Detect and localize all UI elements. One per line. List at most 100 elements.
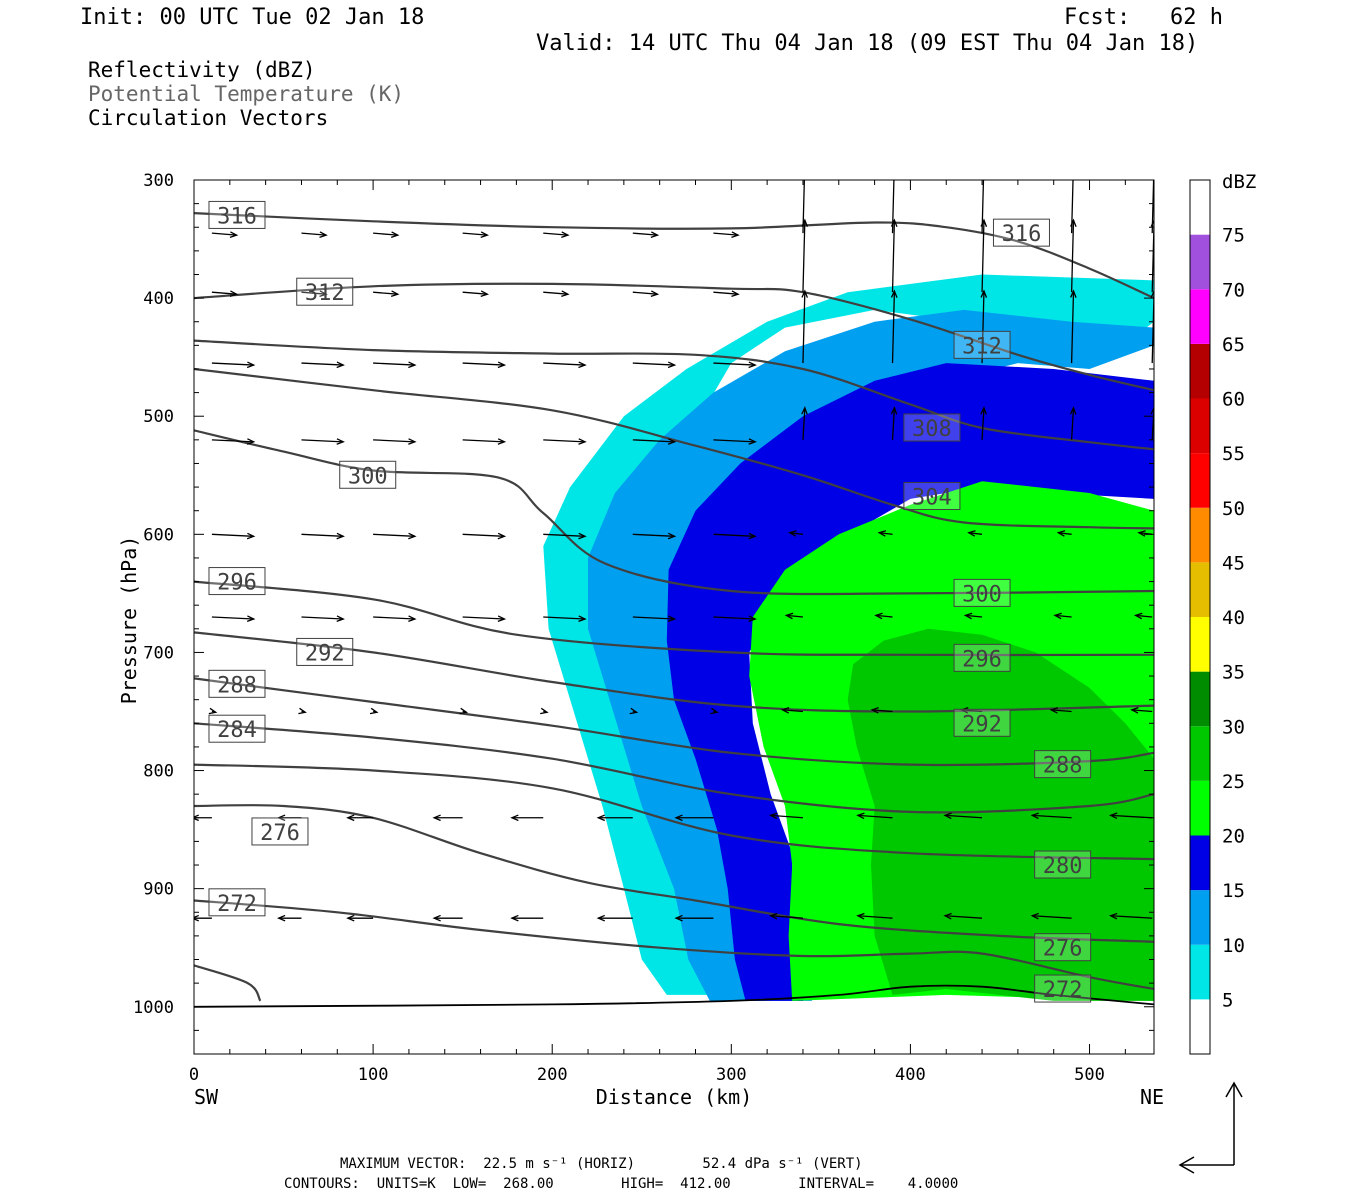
circulation-vector — [943, 812, 983, 820]
circulation-vector — [1070, 180, 1074, 234]
vector-shaft — [211, 291, 237, 295]
circulation-vector — [543, 290, 570, 298]
isentrope-label: 292 — [305, 641, 345, 666]
plot-frame — [193, 179, 1155, 1055]
vector-shaft — [944, 814, 983, 819]
circulation-vector — [870, 707, 893, 714]
colorbar-label: 35 — [1222, 662, 1245, 684]
circulation-vector — [713, 361, 757, 369]
vector-head — [801, 218, 809, 227]
vector-head — [561, 290, 570, 298]
vector-head — [578, 361, 587, 369]
circulation-vector — [373, 615, 417, 623]
vector-head — [510, 914, 519, 922]
isentrope-label-box — [1034, 933, 1092, 962]
colorbar-swatch-60 — [1190, 343, 1210, 399]
vector-shaft — [802, 407, 806, 440]
circulation-vector — [784, 612, 804, 620]
y-tick-label: 600 — [143, 525, 174, 545]
vector-shaft — [301, 616, 344, 620]
y-tick-label: 500 — [143, 407, 174, 427]
isentrope-label: 300 — [348, 464, 388, 489]
circulation-vector — [713, 231, 740, 238]
circulation-vector — [301, 438, 345, 445]
vector-head — [877, 530, 887, 537]
init-time: Init: 00 UTC Tue 02 Jan 18 — [80, 5, 425, 30]
circulation-vector — [890, 289, 898, 364]
vector-shaft — [802, 220, 806, 293]
vector-head — [768, 912, 778, 920]
vector-shaft — [1051, 709, 1072, 713]
circulation-vector — [890, 406, 898, 440]
colorbar-swatch-50 — [1190, 453, 1210, 508]
colorbar-label: 60 — [1222, 389, 1245, 411]
vector-shaft — [211, 439, 254, 443]
vector-head — [246, 532, 256, 540]
vector-head — [890, 406, 898, 415]
vector-head — [510, 814, 519, 822]
x-tick-label: 200 — [537, 1065, 568, 1085]
vector-head — [1137, 530, 1146, 537]
vector-head — [1030, 912, 1040, 920]
isentrope-label: 316 — [1002, 222, 1042, 247]
vector-head — [667, 615, 677, 623]
vector-shaft — [944, 915, 983, 919]
isentrope-label-box — [903, 482, 961, 511]
isentrope-label-box — [208, 200, 266, 229]
vector-shaft — [981, 291, 985, 364]
circulation-vector — [980, 406, 987, 440]
vector-head — [1049, 707, 1059, 714]
vector-head — [390, 290, 400, 298]
vector-head — [801, 289, 809, 298]
vector-shaft — [632, 362, 675, 366]
vector-shaft — [301, 291, 327, 295]
x-axis-title: Distance (km) — [596, 1085, 753, 1109]
circulation-vector — [1030, 812, 1072, 820]
vector-shaft — [462, 291, 488, 295]
vector-shaft — [968, 532, 983, 535]
legend-circulation-vectors: Circulation Vectors — [88, 106, 329, 130]
y-tick-label: 300 — [143, 171, 174, 191]
vector-shaft — [373, 232, 398, 236]
x-end-label-left: SW — [194, 1085, 219, 1109]
colorbar-label: 20 — [1222, 826, 1245, 848]
x-tick-label: 300 — [716, 1065, 747, 1085]
isentrope-316 — [194, 212, 1154, 300]
vector-shaft — [373, 439, 415, 443]
vector-head — [650, 231, 660, 238]
circulation-vector — [674, 814, 714, 822]
colorbar-swatch-40 — [1190, 562, 1210, 617]
isentrope-label-box — [953, 643, 1011, 672]
y-axis-title: Pressure (hPa) — [117, 536, 141, 705]
circulation-vector — [856, 812, 893, 820]
colorbar-swatch-5 — [1190, 944, 1210, 1000]
reflectivity-region-15dbz — [666, 363, 1154, 1001]
circulation-vector — [877, 530, 893, 537]
isentrope-label-box — [953, 330, 1011, 359]
vector-shaft — [632, 232, 658, 236]
vector-head — [497, 361, 507, 369]
circulation-vector — [780, 707, 804, 714]
vector-head — [298, 707, 307, 715]
vector-head — [1150, 218, 1154, 227]
circulation-vector — [980, 289, 988, 364]
circulation-vector — [211, 361, 256, 369]
circulation-vector — [369, 707, 379, 715]
circulation-vector — [301, 615, 345, 623]
circulation-vector — [856, 912, 893, 920]
colorbar-label: 55 — [1222, 443, 1245, 465]
vector-head — [596, 914, 605, 922]
colorbar-swatch-45 — [1190, 507, 1210, 563]
circulation-vector — [963, 612, 983, 620]
circulation-vector — [373, 438, 417, 445]
circulation-vector — [194, 914, 212, 922]
vector-head — [981, 161, 986, 168]
y-tick-label: 400 — [143, 289, 174, 309]
circulation-vector — [629, 707, 639, 715]
vector-shaft — [373, 291, 398, 295]
vector-shaft — [1070, 291, 1075, 364]
vector-shaft — [1032, 915, 1072, 919]
vector-head — [1069, 406, 1077, 415]
vector-shaft — [462, 439, 505, 443]
vector-shaft — [301, 232, 327, 236]
